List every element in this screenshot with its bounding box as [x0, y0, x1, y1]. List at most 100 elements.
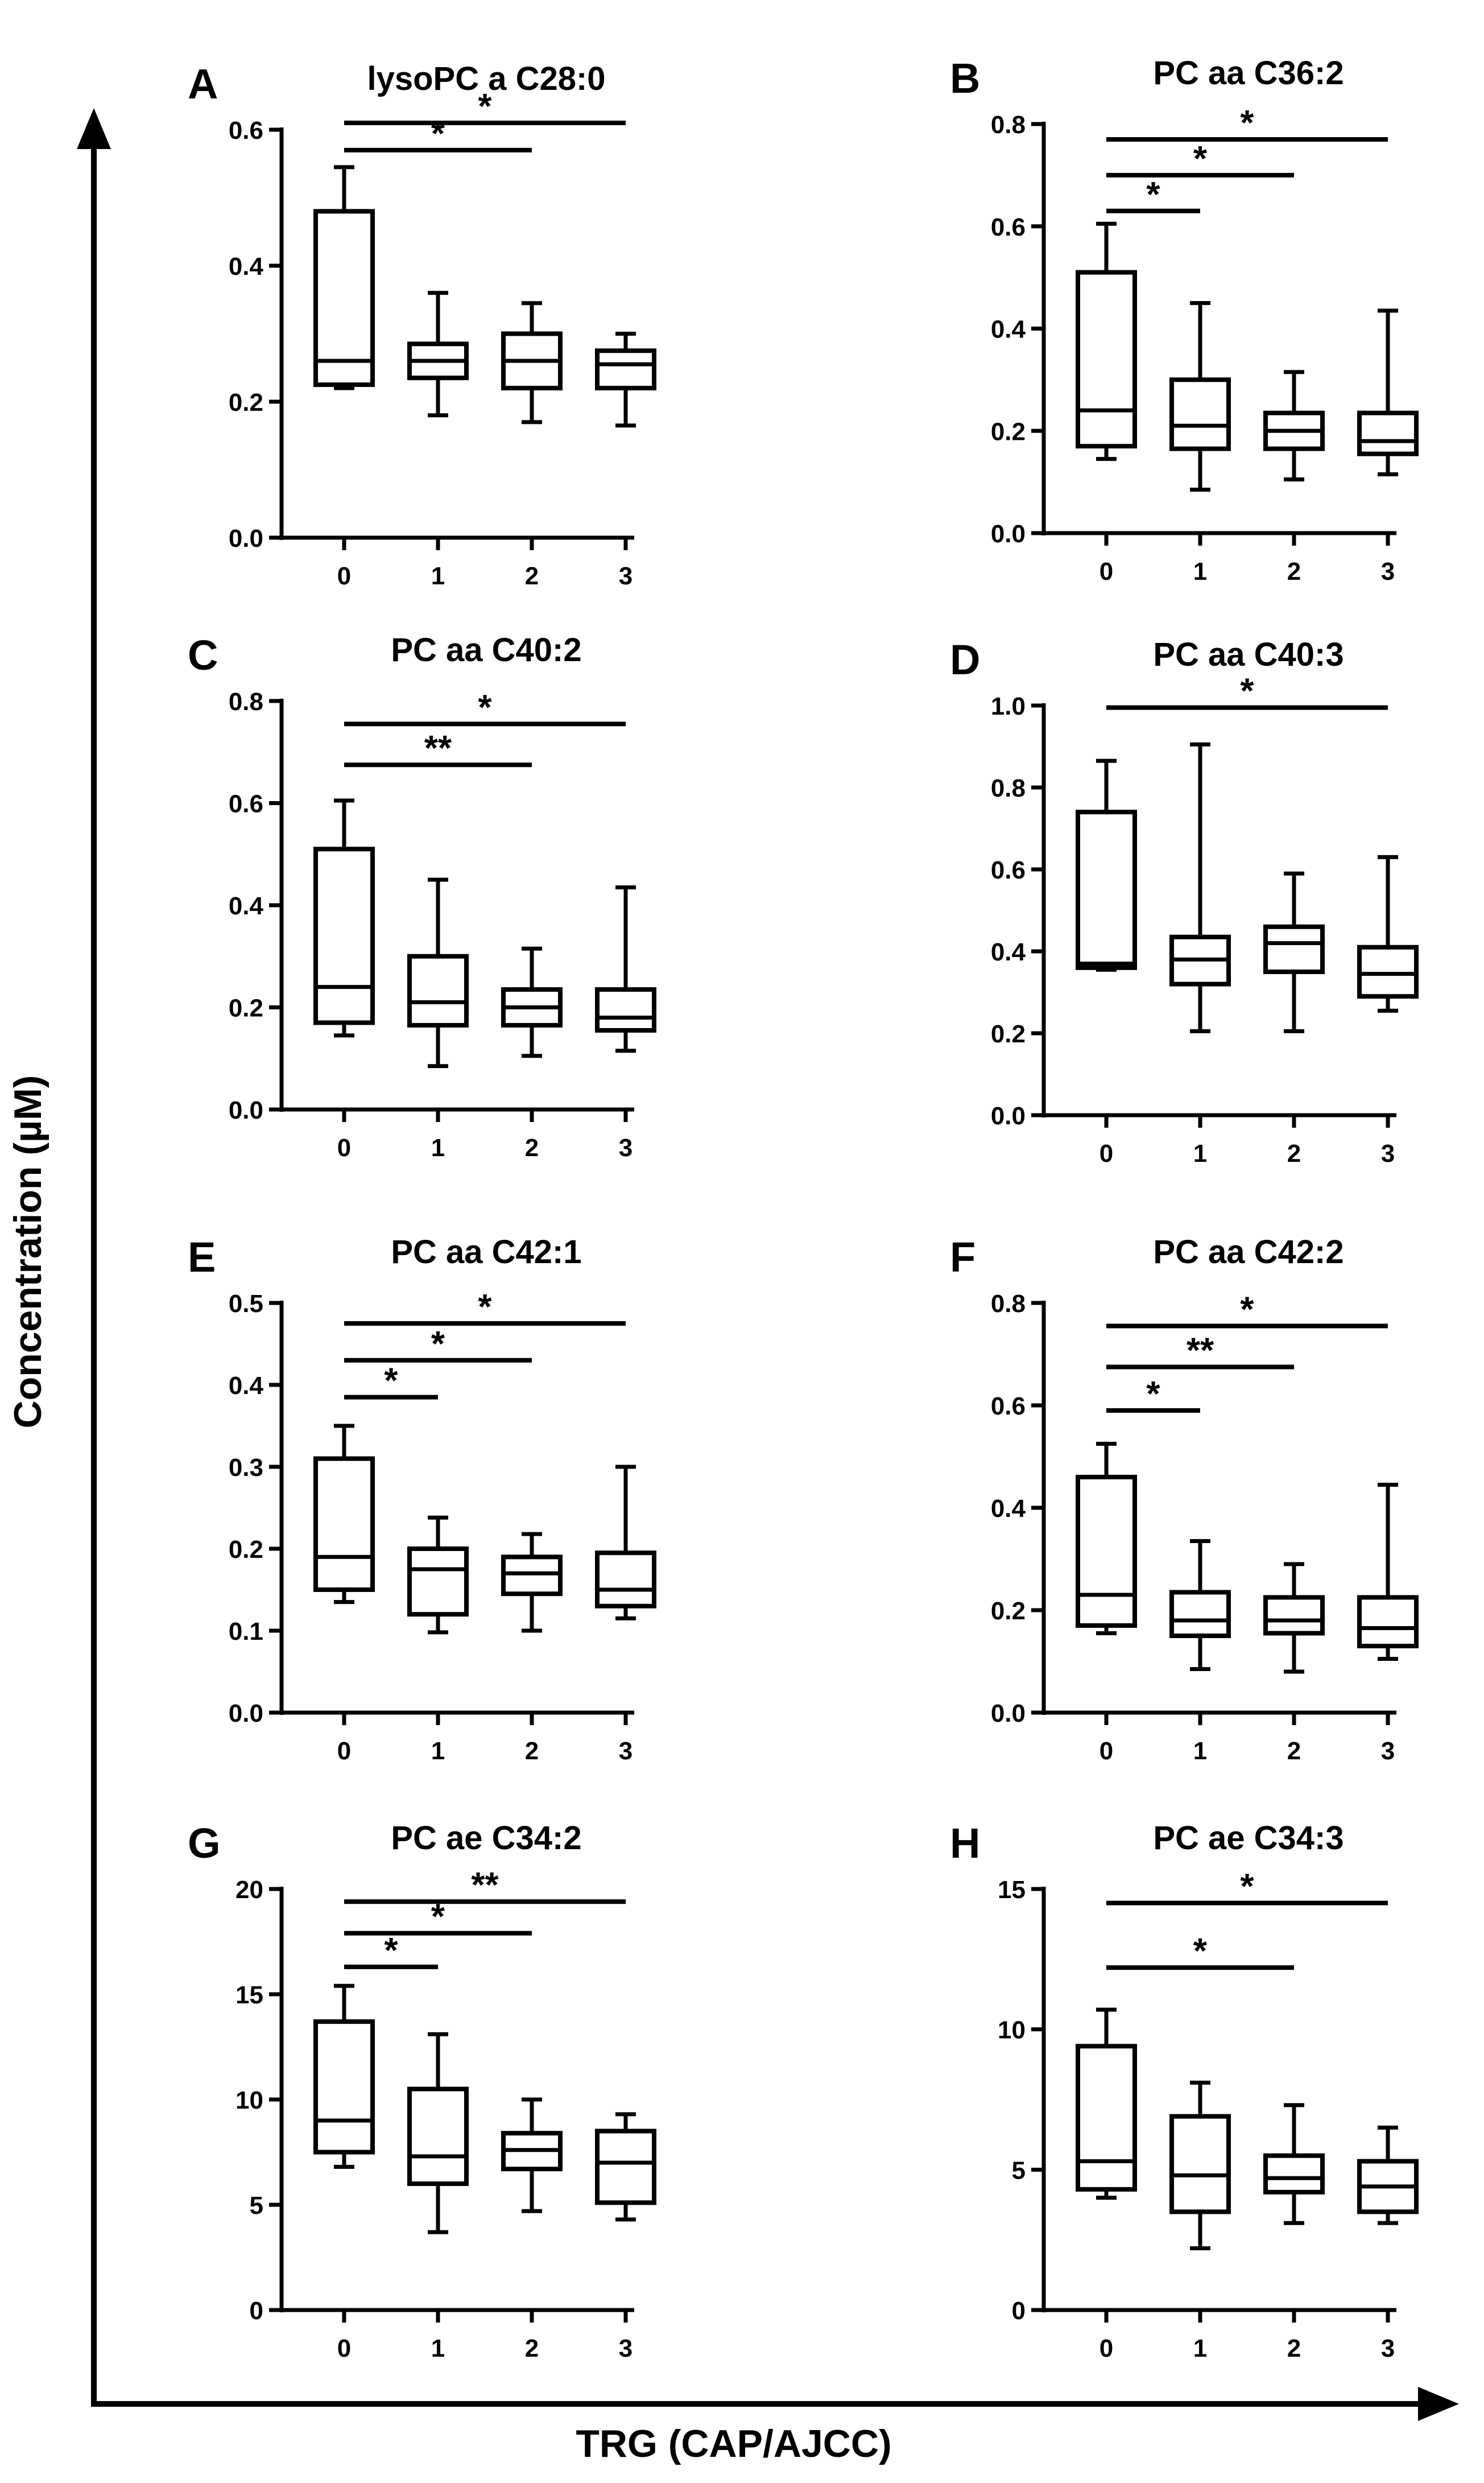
iqr-box [1076, 2044, 1137, 2192]
panel-title: PC aa C36:2 [1153, 55, 1344, 92]
iqr-box [407, 954, 469, 1028]
y-tick-label: 15 [998, 1876, 1026, 1904]
iqr-box [313, 847, 375, 1025]
y-tick-label: 0.2 [229, 995, 263, 1022]
significance-label: * [1240, 104, 1254, 143]
significance-label: * [431, 114, 445, 154]
box-plot-2 [501, 301, 563, 424]
y-tick-label: 0.3 [229, 1454, 263, 1482]
significance-label: * [1240, 1290, 1254, 1330]
box-plot-0 [1076, 1442, 1137, 1635]
x-tick-label: 1 [431, 1134, 445, 1162]
x-tick-label: 2 [525, 1737, 539, 1765]
panel-letter: G [188, 1820, 221, 1867]
y-tick-label: 0.5 [229, 1290, 263, 1318]
y-tick-label: 0.6 [229, 790, 263, 818]
panel-title: PC aa C42:1 [391, 1234, 581, 1271]
x-tick-label: 0 [1099, 558, 1113, 585]
x-tick-label: 0 [337, 2334, 351, 2362]
x-tick-label: 1 [1193, 1140, 1207, 1168]
y-tick-label: 0.0 [229, 1700, 263, 1727]
significance-label: * [1146, 175, 1160, 215]
y-tick-label: 0.4 [991, 316, 1026, 344]
panel-letter: A [188, 60, 218, 108]
y-tick-label: 0.2 [229, 1536, 263, 1564]
significance-label: * [1193, 139, 1208, 179]
y-tick-label: 0.0 [229, 525, 263, 552]
box-plot-1 [407, 2032, 469, 2234]
box-plot-3 [1357, 2125, 1419, 2225]
panel-letter: F [950, 1234, 975, 1281]
box-plot-3 [1357, 1483, 1419, 1661]
box-plot-1 [1169, 301, 1231, 492]
x-axis-arrowhead [1418, 2387, 1459, 2421]
panel-title: PC aa C40:2 [391, 632, 581, 669]
x-tick-label: 0 [337, 562, 351, 590]
box-plot-3 [1357, 855, 1419, 1013]
significance-label: * [478, 688, 492, 727]
x-tick-label: 1 [431, 1737, 445, 1765]
box-plot-3 [1357, 308, 1419, 477]
box-plot-1 [407, 1515, 469, 1635]
box-plot-1 [1169, 1539, 1231, 1671]
y-tick-label: 0.4 [991, 938, 1026, 966]
iqr-box [1076, 810, 1137, 970]
iqr-box [1357, 410, 1419, 456]
significance-label: * [478, 1288, 492, 1327]
x-tick-label: 2 [1287, 558, 1301, 585]
x-tick-label: 0 [337, 1737, 351, 1765]
panel-letter: B [950, 55, 980, 102]
y-tick-label: 0.4 [229, 892, 264, 920]
iqr-box [595, 1550, 656, 1608]
y-tick-label: 5 [1012, 2156, 1026, 2184]
x-tick-label: 3 [619, 562, 633, 590]
iqr-box [313, 1456, 375, 1593]
y-tick-label: 0.8 [229, 688, 263, 716]
box-plot-0 [313, 798, 375, 1038]
x-tick-label: 1 [431, 562, 445, 590]
x-tick-label: 2 [525, 2334, 539, 2362]
panel-letter: D [950, 636, 980, 683]
y-tick-label: 0.0 [991, 1102, 1026, 1130]
panel-letter: E [188, 1234, 216, 1281]
significance-label: * [1146, 1375, 1160, 1414]
significance-label: ** [424, 729, 452, 768]
significance-label: * [431, 1898, 445, 1937]
y-tick-label: 20 [235, 1876, 263, 1904]
significance-label: ** [1187, 1331, 1214, 1371]
y-tick-label: 0.4 [991, 1495, 1026, 1523]
x-tick-label: 0 [1099, 2334, 1113, 2362]
x-tick-label: 2 [525, 562, 539, 590]
iqr-box [1263, 2153, 1325, 2195]
x-tick-label: 3 [1381, 2334, 1395, 2362]
iqr-box [1076, 1475, 1137, 1628]
box-plot-1 [407, 877, 469, 1069]
box-plot-2 [1263, 2103, 1325, 2225]
x-tick-label: 2 [1287, 1140, 1301, 1168]
iqr-box [595, 348, 656, 391]
box-plot-3 [595, 2112, 656, 2222]
box-plot-1 [407, 291, 469, 418]
y-tick-label: 0.8 [991, 111, 1026, 139]
panel-letter: H [950, 1820, 980, 1867]
y-axis-arrowhead [77, 108, 111, 149]
box-plot-0 [1076, 2007, 1137, 2200]
y-tick-label: 0.0 [991, 1700, 1026, 1727]
box-plot-2 [501, 1532, 563, 1633]
y-tick-label: 0.2 [991, 1597, 1026, 1625]
panel-d: D PC aa C40:3 0.0 0.2 0.4 0.6 0.8 1.0 0 1 2 3 * [950, 636, 1419, 1168]
x-tick-label: 3 [619, 2334, 633, 2362]
box-plot-2 [1263, 370, 1325, 482]
iqr-box [1169, 2114, 1231, 2214]
x-tick-label: 0 [337, 1134, 351, 1162]
y-tick-label: 0.0 [991, 520, 1026, 548]
significance-label: ** [471, 1866, 499, 1905]
x-tick-label: 2 [525, 1134, 539, 1162]
y-tick-label: 0.4 [229, 253, 264, 281]
y-tick-label: 0.6 [991, 1392, 1026, 1420]
y-tick-label: 1.0 [991, 692, 1026, 720]
panel-title: PC aa C40:3 [1153, 636, 1344, 673]
y-tick-label: 0.0 [229, 1096, 263, 1124]
x-tick-label: 3 [1381, 1737, 1395, 1765]
